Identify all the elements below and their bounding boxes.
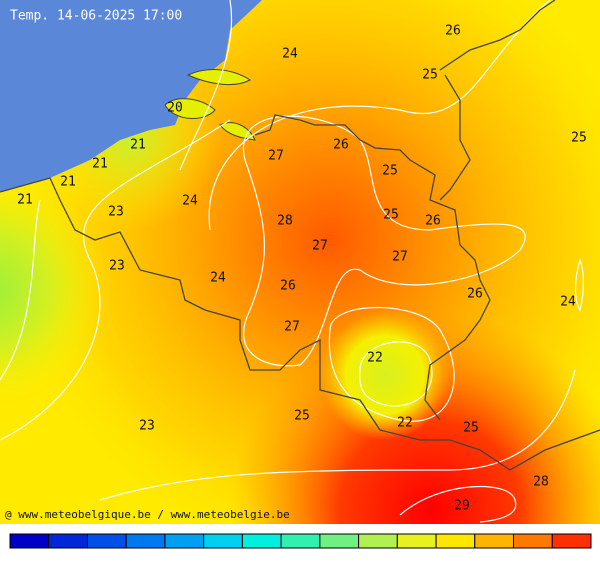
temperature-label: 26 <box>425 214 441 229</box>
scale-swatch <box>396 533 437 549</box>
scale-swatch <box>319 533 360 549</box>
scale-swatch <box>9 533 50 549</box>
scale-swatch <box>513 533 553 549</box>
temperature-label: 28 <box>533 475 549 490</box>
scale-swatch <box>125 533 166 549</box>
scale-swatch <box>203 533 243 549</box>
temperature-label: 22 <box>397 416 413 431</box>
temperature-label: 25 <box>382 164 398 179</box>
temperature-label: 27 <box>284 320 300 335</box>
temperature-label: 25 <box>422 68 438 83</box>
scale-swatch <box>164 533 205 549</box>
temperature-label: 25 <box>383 208 399 223</box>
temperature-label: 27 <box>268 149 284 164</box>
temperature-label: 23 <box>108 205 124 220</box>
temperature-label: 24 <box>282 47 298 62</box>
scale-swatch <box>551 533 592 549</box>
sea <box>0 0 262 192</box>
temperature-label: 21 <box>60 175 76 190</box>
temperature-label: 21 <box>92 157 108 172</box>
temperature-label: 25 <box>294 409 310 424</box>
scale-swatch <box>435 533 476 549</box>
temperature-label: 24 <box>182 194 198 209</box>
borders <box>0 0 600 471</box>
scale-swatch <box>474 533 515 549</box>
scale-swatch <box>241 533 282 549</box>
temperature-label: 29 <box>454 499 470 514</box>
temperature-label: 24 <box>210 271 226 286</box>
scale-swatch <box>48 533 88 549</box>
scale-swatch <box>358 533 398 549</box>
temperature-label: 25 <box>463 421 479 436</box>
color-scale <box>9 533 592 549</box>
temperature-label: 28 <box>277 214 293 229</box>
islands <box>164 69 256 141</box>
credit: @ www.meteobelgique.be / www.meteobelgie… <box>5 508 290 521</box>
temperature-label: 21 <box>130 138 146 153</box>
map-title: Temp. 14-06-2025 17:00 <box>10 9 182 24</box>
temperature-label: 26 <box>333 138 349 153</box>
temperature-labels: 26 24 25 20 25 21 26 27 21 25 21 21 24 23 28 25 26 27 27 23… <box>17 24 587 514</box>
temperature-label: 27 <box>312 239 328 254</box>
temperature-label: 24 <box>560 295 576 310</box>
temperature-label: 26 <box>445 24 461 39</box>
temperature-label: 26 <box>280 279 296 294</box>
temperature-label: 25 <box>571 131 587 146</box>
temperature-label: 23 <box>109 259 125 274</box>
scale-swatch <box>86 533 127 549</box>
temperature-label: 22 <box>367 351 383 366</box>
temperature-label: 26 <box>467 287 483 302</box>
temperature-label: 20 <box>167 101 183 116</box>
temperature-label: 27 <box>392 250 408 265</box>
scale-swatch <box>280 533 321 549</box>
temperature-label: 21 <box>17 193 33 208</box>
legend-area <box>0 524 600 575</box>
temperature-label: 23 <box>139 419 155 434</box>
